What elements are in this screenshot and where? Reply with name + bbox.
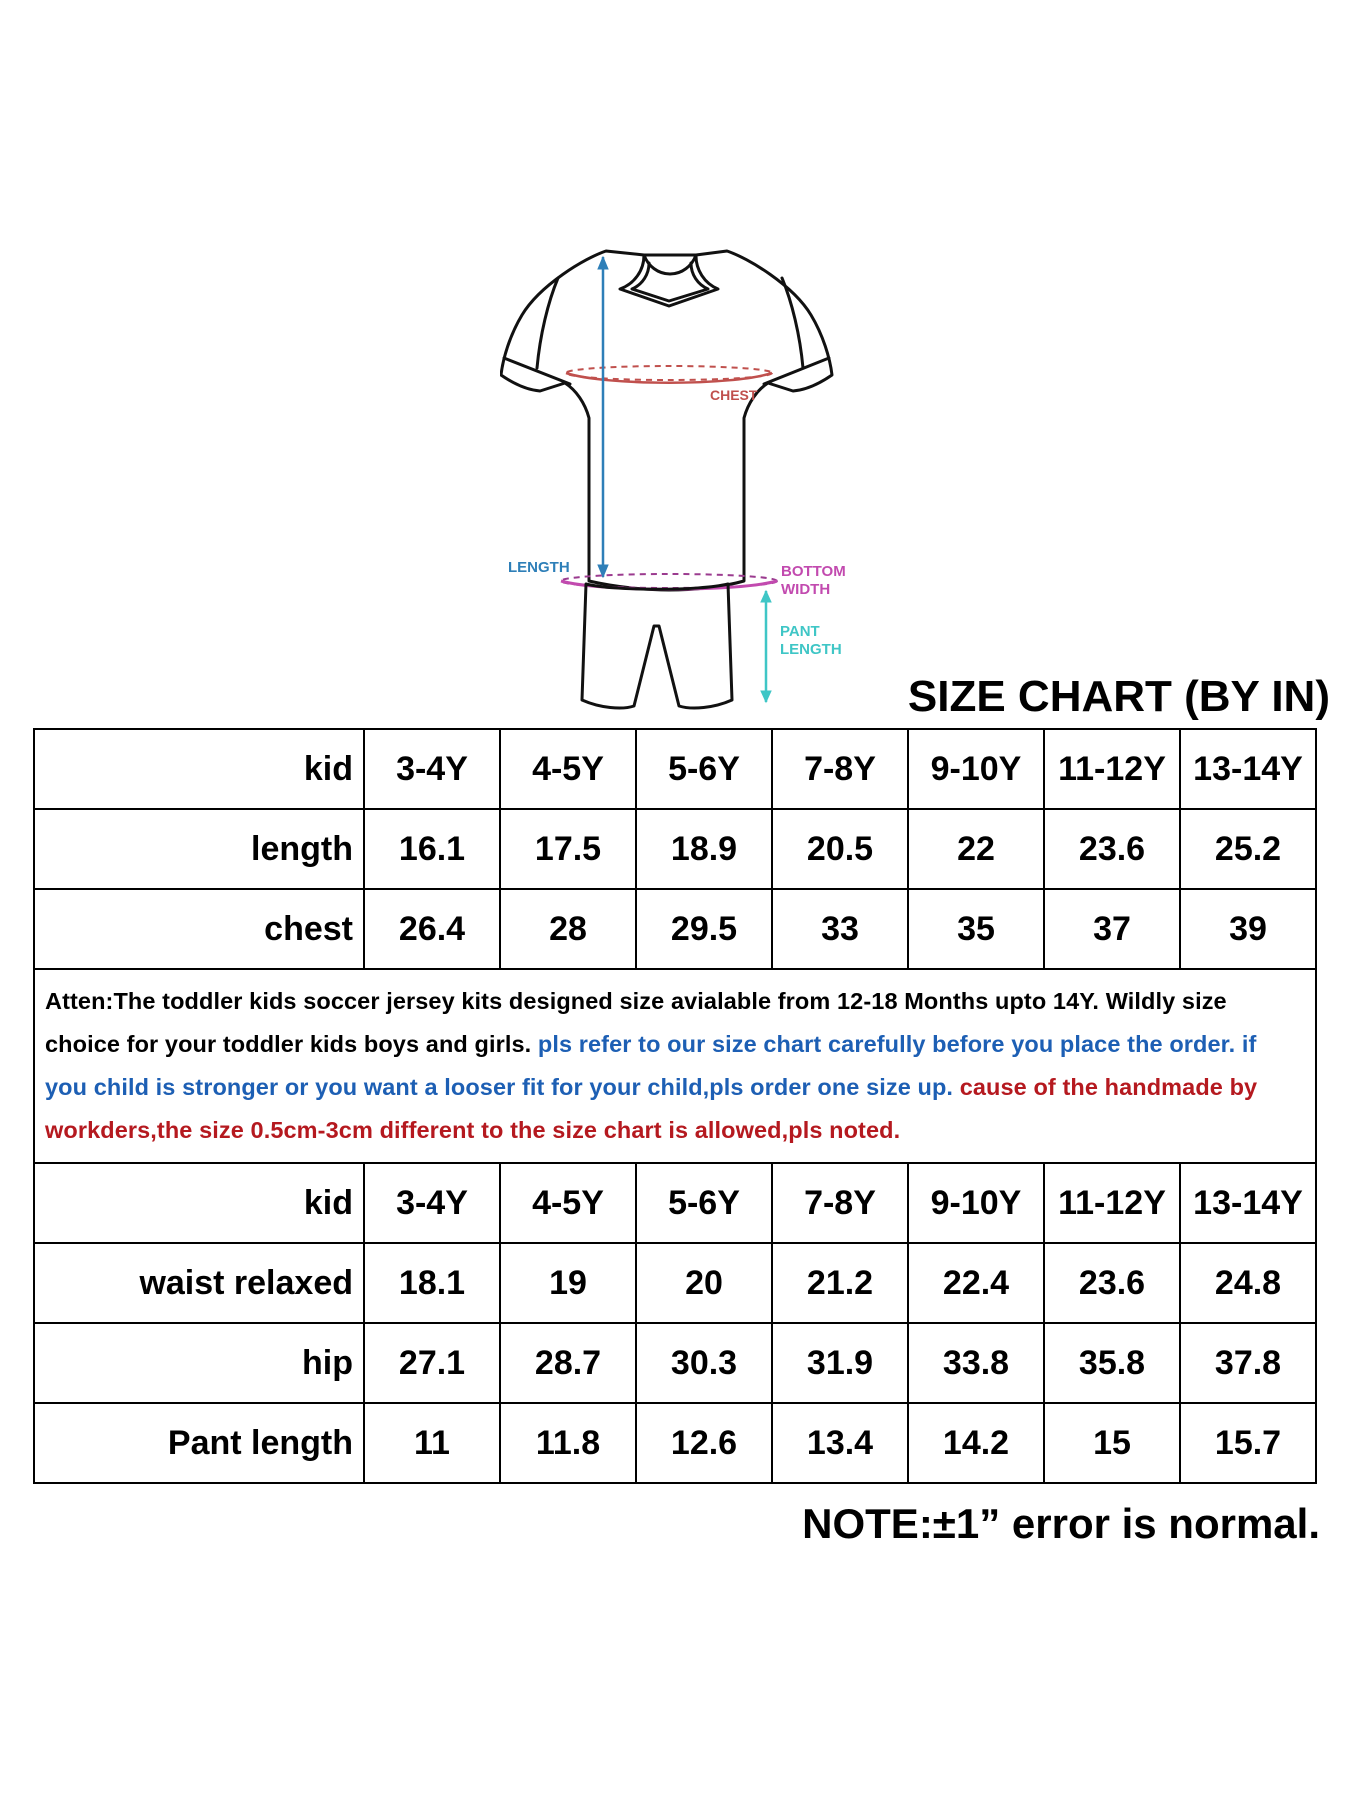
svg-text:LENGTH: LENGTH — [508, 559, 570, 576]
svg-text:WIDTH: WIDTH — [781, 581, 830, 598]
svg-text:PANT: PANT — [780, 623, 820, 640]
svg-text:BOTTOM: BOTTOM — [781, 563, 846, 580]
svg-text:CHEST: CHEST — [710, 387, 758, 403]
svg-text:LENGTH: LENGTH — [780, 641, 842, 658]
